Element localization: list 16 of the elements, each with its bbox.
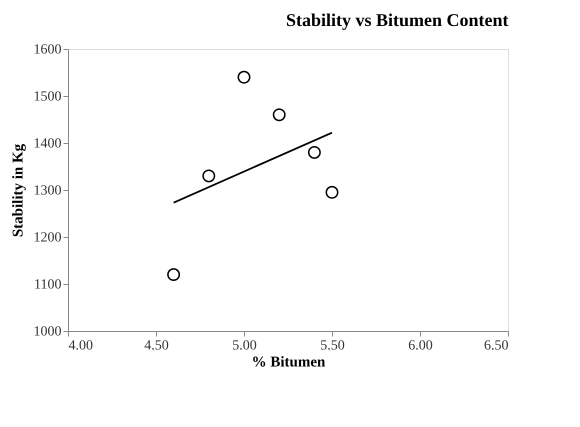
y-tick-label: 1400 <box>34 136 62 152</box>
x-tick-label: 4.50 <box>144 338 169 354</box>
y-tick-label: 1300 <box>34 184 62 198</box>
chart-title: Stability vs Bitumen Content <box>286 10 508 30</box>
x-tick-label: 5.50 <box>320 338 345 354</box>
x-tick-label: 4.00 <box>68 338 93 354</box>
y-tick-label: 1600 <box>34 42 62 58</box>
x-tick-label: 6.50 <box>484 338 508 354</box>
y-tick-label: 1000 <box>34 324 62 340</box>
x-axis-title: % Bitumen <box>252 354 326 370</box>
y-tick-label: 1200 <box>34 230 62 246</box>
y-axis-title: Stability in Kg <box>10 143 26 238</box>
x-tick-label: 6.00 <box>408 338 433 354</box>
y-tick-label: 1500 <box>34 90 62 104</box>
x-tick-label: 5.00 <box>232 338 257 354</box>
y-tick-label: 1100 <box>34 278 62 292</box>
